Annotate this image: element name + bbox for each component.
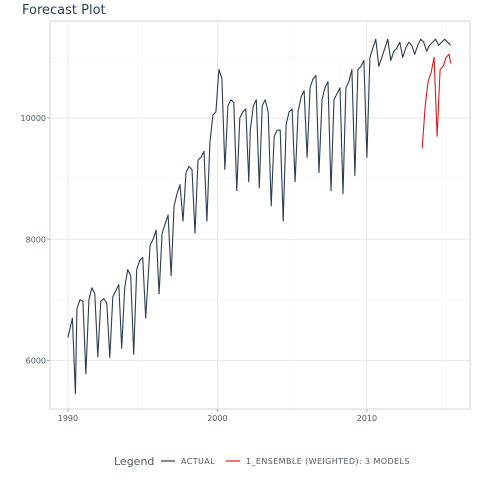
legend-entry-actual: ACTUAL [161,457,215,466]
x-tick-label: 1990 [58,414,78,423]
x-tick-label: 2000 [207,414,227,423]
chart-title: Forecast Plot [22,3,106,18]
series-layer [67,38,452,395]
grid-layer [50,21,470,409]
axis-layer: 1990 2000 2010 6000 8000 10000 [21,114,378,423]
legend-label: ACTUAL [181,457,215,466]
y-tick-label: 10000 [21,114,46,123]
plot-border [49,20,471,410]
legend-title: Legend [114,455,154,468]
y-tick-label: 6000 [26,357,46,366]
y-tick-label: 8000 [26,235,46,244]
legend: Legend ACTUAL 1_ENSEMBLE (WEIGHTED): 3 MOD… [114,455,410,468]
legend-entry-ensemble: 1_ENSEMBLE (WEIGHTED): 3 MODELS [226,457,410,466]
series-line-actual [67,38,451,395]
series-line-ensemble [421,53,452,149]
x-tick-label: 2010 [357,414,377,423]
legend-label: 1_ENSEMBLE (WEIGHTED): 3 MODELS [246,457,410,466]
